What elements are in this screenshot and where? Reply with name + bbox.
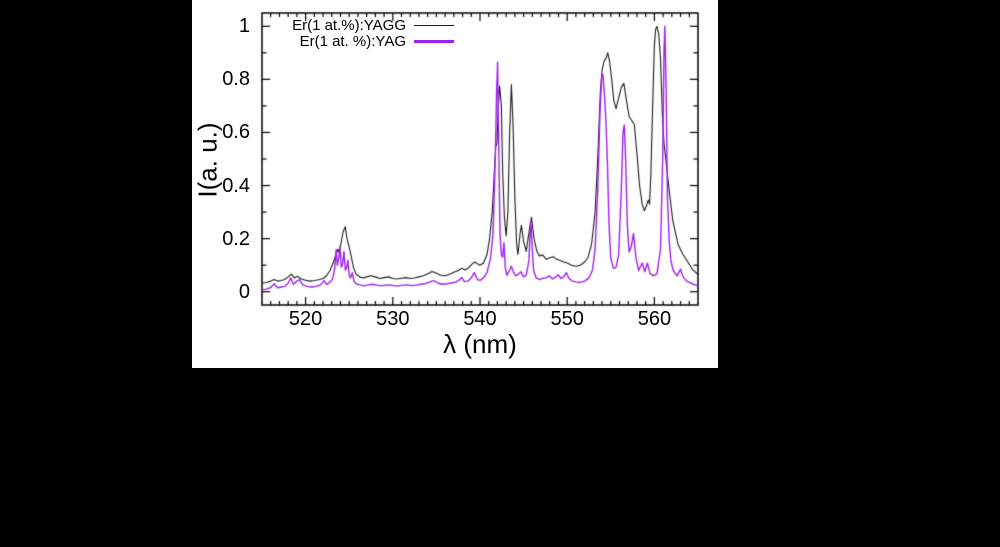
legend-label-yag: Er(1 at. %):YAG — [299, 32, 406, 50]
x-tick-label: 560 — [637, 308, 672, 330]
legend-entry-yag: Er(1 at. %):YAG — [262, 32, 454, 50]
y-tick-label: 1 — [238, 15, 250, 38]
y-tick-label: 0.4 — [222, 174, 250, 197]
x-tick-label: 540 — [463, 308, 497, 330]
legend-label-yagg: Er(1 at.%):YAGG — [292, 16, 406, 34]
y-tick-label: 0.2 — [222, 227, 250, 250]
legend-line-sample-yagg — [414, 24, 454, 26]
legend-line-sample-yag — [414, 39, 454, 43]
x-axis-label: λ (nm) — [443, 329, 517, 359]
y-tick-label: 0.8 — [222, 68, 250, 91]
x-tick-label: 550 — [550, 308, 584, 330]
spectrum-figure: Er(1 at.%):YAGG Er(1 at. %):YAG λ (nm) I… — [192, 0, 718, 368]
y-tick-label: 0.6 — [222, 121, 250, 144]
y-tick-label: 0 — [238, 280, 250, 303]
x-tick-label: 530 — [376, 308, 410, 330]
legend: Er(1 at.%):YAGG Er(1 at. %):YAG — [262, 16, 454, 50]
legend-entry-yagg: Er(1 at.%):YAGG — [262, 16, 454, 34]
spectrum-plot-canvas — [192, 0, 718, 368]
x-tick-label: 520 — [288, 308, 323, 330]
